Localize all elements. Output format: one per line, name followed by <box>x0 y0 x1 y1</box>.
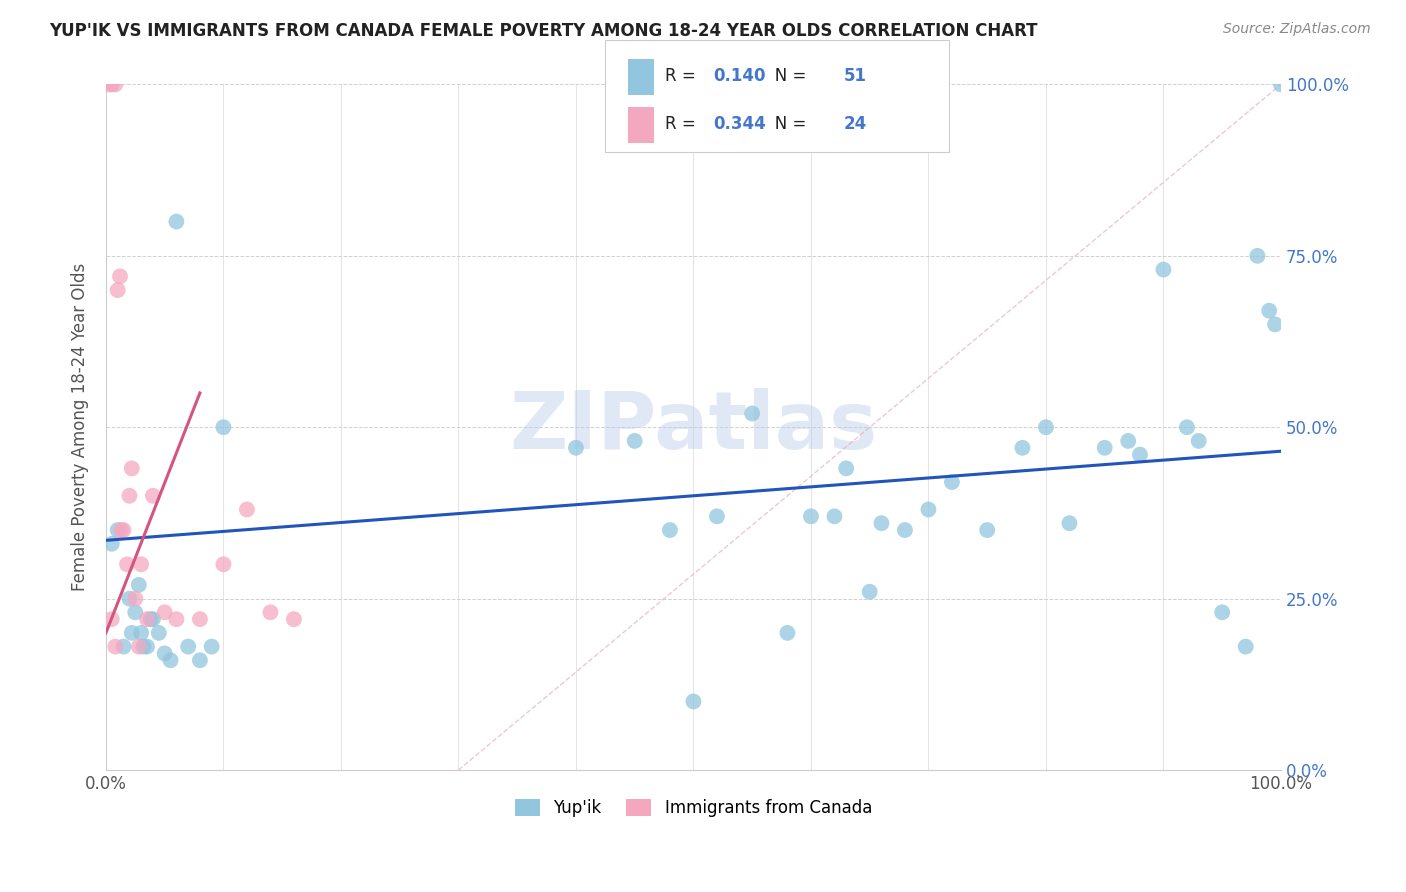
Point <box>188 612 211 626</box>
Text: YUP'IK VS IMMIGRANTS FROM CANADA FEMALE POVERTY AMONG 18-24 YEAR OLDS CORRELATIO: YUP'IK VS IMMIGRANTS FROM CANADA FEMALE … <box>49 22 1038 40</box>
Text: R =: R = <box>665 115 702 133</box>
Text: Source: ZipAtlas.com: Source: ZipAtlas.com <box>1223 22 1371 37</box>
Point <box>136 640 159 654</box>
Point <box>165 214 187 228</box>
Point <box>132 640 155 654</box>
Point <box>107 523 129 537</box>
Point <box>741 407 763 421</box>
Text: 24: 24 <box>844 115 868 133</box>
Point <box>1211 605 1233 619</box>
Point <box>128 640 150 654</box>
Point <box>129 626 152 640</box>
Text: R =: R = <box>665 67 702 85</box>
Point <box>870 516 893 531</box>
Point <box>148 626 170 640</box>
Point <box>658 523 681 537</box>
Point <box>212 420 235 434</box>
Point <box>101 78 124 92</box>
Point <box>823 509 845 524</box>
Legend: Yup'ik, Immigrants from Canada: Yup'ik, Immigrants from Canada <box>508 792 879 823</box>
Point <box>623 434 645 448</box>
Point <box>124 591 146 606</box>
Point <box>129 558 152 572</box>
Point <box>201 640 224 654</box>
Point <box>1094 441 1116 455</box>
Point <box>776 626 799 640</box>
Point <box>1270 78 1292 92</box>
Text: N =: N = <box>759 67 811 85</box>
Point <box>159 653 181 667</box>
Point <box>139 612 162 626</box>
Point <box>212 558 235 572</box>
Point <box>1258 303 1281 318</box>
Point <box>565 441 588 455</box>
Point <box>112 640 135 654</box>
Point <box>153 647 176 661</box>
Point <box>110 523 132 537</box>
Point <box>104 78 127 92</box>
Point <box>107 283 129 297</box>
Point <box>142 489 165 503</box>
Point <box>121 461 143 475</box>
Point <box>1011 441 1033 455</box>
Point <box>894 523 917 537</box>
Point <box>976 523 998 537</box>
Text: ZIPatlas: ZIPatlas <box>509 388 877 467</box>
Point <box>706 509 728 524</box>
Text: 0.344: 0.344 <box>713 115 766 133</box>
Point <box>1129 448 1152 462</box>
Point <box>118 591 141 606</box>
Point <box>98 78 121 92</box>
Point <box>835 461 858 475</box>
Point <box>101 612 124 626</box>
Point <box>682 694 704 708</box>
Point <box>153 605 176 619</box>
Point <box>118 489 141 503</box>
Point <box>859 584 882 599</box>
Y-axis label: Female Poverty Among 18-24 Year Olds: Female Poverty Among 18-24 Year Olds <box>72 263 89 591</box>
Point <box>177 640 200 654</box>
Point <box>128 578 150 592</box>
Point <box>121 626 143 640</box>
Point <box>1264 318 1286 332</box>
Point <box>1035 420 1057 434</box>
Text: 51: 51 <box>844 67 866 85</box>
Point <box>142 612 165 626</box>
Point <box>941 475 963 489</box>
Point <box>1116 434 1139 448</box>
Point <box>1234 640 1257 654</box>
Point <box>1246 249 1268 263</box>
Point <box>800 509 823 524</box>
Text: 0.140: 0.140 <box>713 67 765 85</box>
Point <box>236 502 259 516</box>
Point <box>112 523 135 537</box>
Point <box>104 640 127 654</box>
Point <box>917 502 939 516</box>
Text: N =: N = <box>759 115 811 133</box>
Point <box>1175 420 1198 434</box>
Point <box>1188 434 1211 448</box>
Point <box>136 612 159 626</box>
Point <box>108 269 131 284</box>
Point <box>165 612 187 626</box>
Point <box>1059 516 1081 531</box>
Point <box>283 612 305 626</box>
Point <box>1152 262 1174 277</box>
Point <box>259 605 281 619</box>
Point <box>188 653 211 667</box>
Point <box>124 605 146 619</box>
Point <box>115 558 138 572</box>
Point <box>101 537 124 551</box>
